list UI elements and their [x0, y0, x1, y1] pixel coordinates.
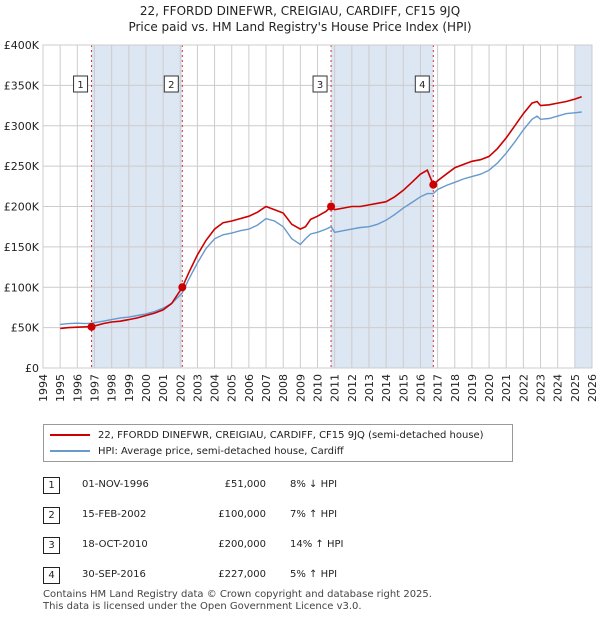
x-tick-label: 2021	[500, 374, 513, 402]
transaction-number: 3	[43, 537, 60, 554]
x-tick-label: 2005	[226, 374, 239, 402]
sale-marker	[327, 202, 336, 211]
x-tick-label: 2011	[329, 374, 342, 402]
y-tick-label: £200K	[4, 201, 40, 214]
sale-label-number: 4	[419, 80, 425, 91]
transaction-row: 1 01-NOV-1996 £51,000 8% ↓ HPI	[0, 477, 600, 499]
x-tick-label: 2013	[363, 374, 376, 402]
transaction-date: 15-FEB-2002	[82, 509, 147, 520]
x-tick-label: 2010	[312, 374, 325, 402]
y-tick-label: £300K	[4, 120, 40, 133]
plot-frame	[42, 44, 593, 369]
x-tick-label: 1999	[123, 374, 136, 402]
chart-title-line2: Price paid vs. HM Land Registry's House …	[128, 20, 472, 34]
sale-marker	[87, 322, 96, 331]
transaction-price: £200,000	[218, 539, 266, 550]
footer-license: This data is licensed under the Open Gov…	[43, 601, 362, 612]
sale-marker	[429, 180, 438, 189]
transaction-date: 30-SEP-2016	[82, 569, 146, 580]
legend-label-hpi: HPI: Average price, semi-detached house,…	[98, 446, 344, 457]
sale-label-box	[163, 75, 179, 93]
x-tick-label: 2019	[466, 374, 479, 402]
x-tick-label: 2020	[483, 374, 496, 402]
x-tick-label: 2009	[294, 374, 307, 402]
legend-item-hpi: HPI: Average price, semi-detached house,…	[50, 445, 344, 459]
x-tick-label: 2023	[535, 374, 548, 402]
transaction-hpi: 7% ↑ HPI	[290, 509, 338, 520]
transaction-hpi: 8% ↓ HPI	[290, 479, 338, 490]
sale-label-box	[73, 75, 89, 93]
x-tick-label: 1994	[37, 374, 50, 402]
y-tick-label: £50K	[11, 322, 40, 335]
price-chart: 1 2 3 4 £0 £50K £100K £150K £200K £250K £300K £350…	[4, 39, 599, 402]
sale-label-box	[414, 75, 430, 93]
transaction-number: 4	[43, 567, 60, 584]
x-tick-label: 1998	[106, 374, 119, 402]
x-tick-label: 2002	[174, 374, 187, 402]
sale-markers	[87, 180, 438, 331]
x-tick-label: 2000	[140, 374, 153, 402]
transaction-hpi: 14% ↑ HPI	[290, 539, 344, 550]
x-tick-label: 2014	[380, 374, 393, 402]
transaction-hpi: 5% ↑ HPI	[290, 569, 338, 580]
x-tick-label: 2006	[243, 374, 256, 402]
x-tick-label: 2017	[432, 374, 445, 402]
x-tick-label: 1995	[54, 374, 67, 402]
x-tick-label: 2016	[414, 374, 427, 402]
transaction-number: 1	[43, 477, 60, 494]
x-tick-label: 2003	[191, 374, 204, 402]
x-tick-label: 2015	[397, 374, 410, 402]
y-tick-label: £100K	[4, 281, 40, 294]
x-tick-label: 2001	[157, 374, 170, 402]
x-tick-label: 1996	[71, 374, 84, 402]
transaction-price: £100,000	[218, 509, 266, 520]
transaction-row: 2 15-FEB-2002 £100,000 7% ↑ HPI	[0, 507, 600, 529]
x-tick-label: 2026	[586, 374, 599, 402]
footer-copyright: Contains HM Land Registry data © Crown c…	[43, 589, 432, 600]
sale-label-number: 1	[77, 80, 83, 91]
legend-label-property: 22, FFORDD DINEFWR, CREIGIAU, CARDIFF, C…	[98, 430, 484, 441]
sale-labels: 1 2 3 4	[73, 75, 430, 93]
transaction-number: 2	[43, 507, 60, 524]
legend-line-hpi	[50, 450, 90, 452]
transaction-date: 18-OCT-2010	[82, 539, 148, 550]
sale-marker	[178, 283, 187, 292]
x-tick-label: 2004	[209, 374, 222, 402]
x-tick-label: 2022	[517, 374, 530, 402]
sale-label-box	[312, 75, 328, 93]
sale-label-number: 2	[168, 80, 174, 91]
y-tick-label: £150K	[4, 241, 40, 254]
x-tick-label: 2025	[569, 374, 582, 402]
legend-item-property: 22, FFORDD DINEFWR, CREIGIAU, CARDIFF, C…	[50, 429, 484, 443]
transaction-price: £51,000	[224, 479, 266, 490]
axis-layer: £0 £50K £100K £150K £200K £250K £300K £350K £400…	[4, 39, 599, 402]
y-tick-label: £400K	[4, 39, 40, 52]
y-tick-label: £0	[25, 362, 39, 375]
y-tick-label: £350K	[4, 79, 40, 92]
y-tick-label: £250K	[4, 160, 40, 173]
chart-legend: 22, FFORDD DINEFWR, CREIGIAU, CARDIFF, C…	[43, 424, 513, 462]
x-tick-label: 1997	[88, 374, 101, 402]
legend-line-property	[50, 434, 90, 436]
x-tick-label: 2012	[346, 374, 359, 402]
x-tick-label: 2008	[277, 374, 290, 402]
chart-title-line1: 22, FFORDD DINEFWR, CREIGIAU, CARDIFF, C…	[139, 4, 461, 18]
transaction-date: 01-NOV-1996	[82, 479, 149, 490]
transaction-row: 4 30-SEP-2016 £227,000 5% ↑ HPI	[0, 567, 600, 589]
x-tick-label: 2007	[260, 374, 273, 402]
x-tick-label: 2018	[449, 374, 462, 402]
sale-label-number: 3	[317, 80, 323, 91]
hpi-line	[60, 111, 582, 326]
x-tick-label: 2024	[552, 374, 565, 402]
transaction-price: £227,000	[218, 569, 266, 580]
transaction-row: 3 18-OCT-2010 £200,000 14% ↑ HPI	[0, 537, 600, 559]
